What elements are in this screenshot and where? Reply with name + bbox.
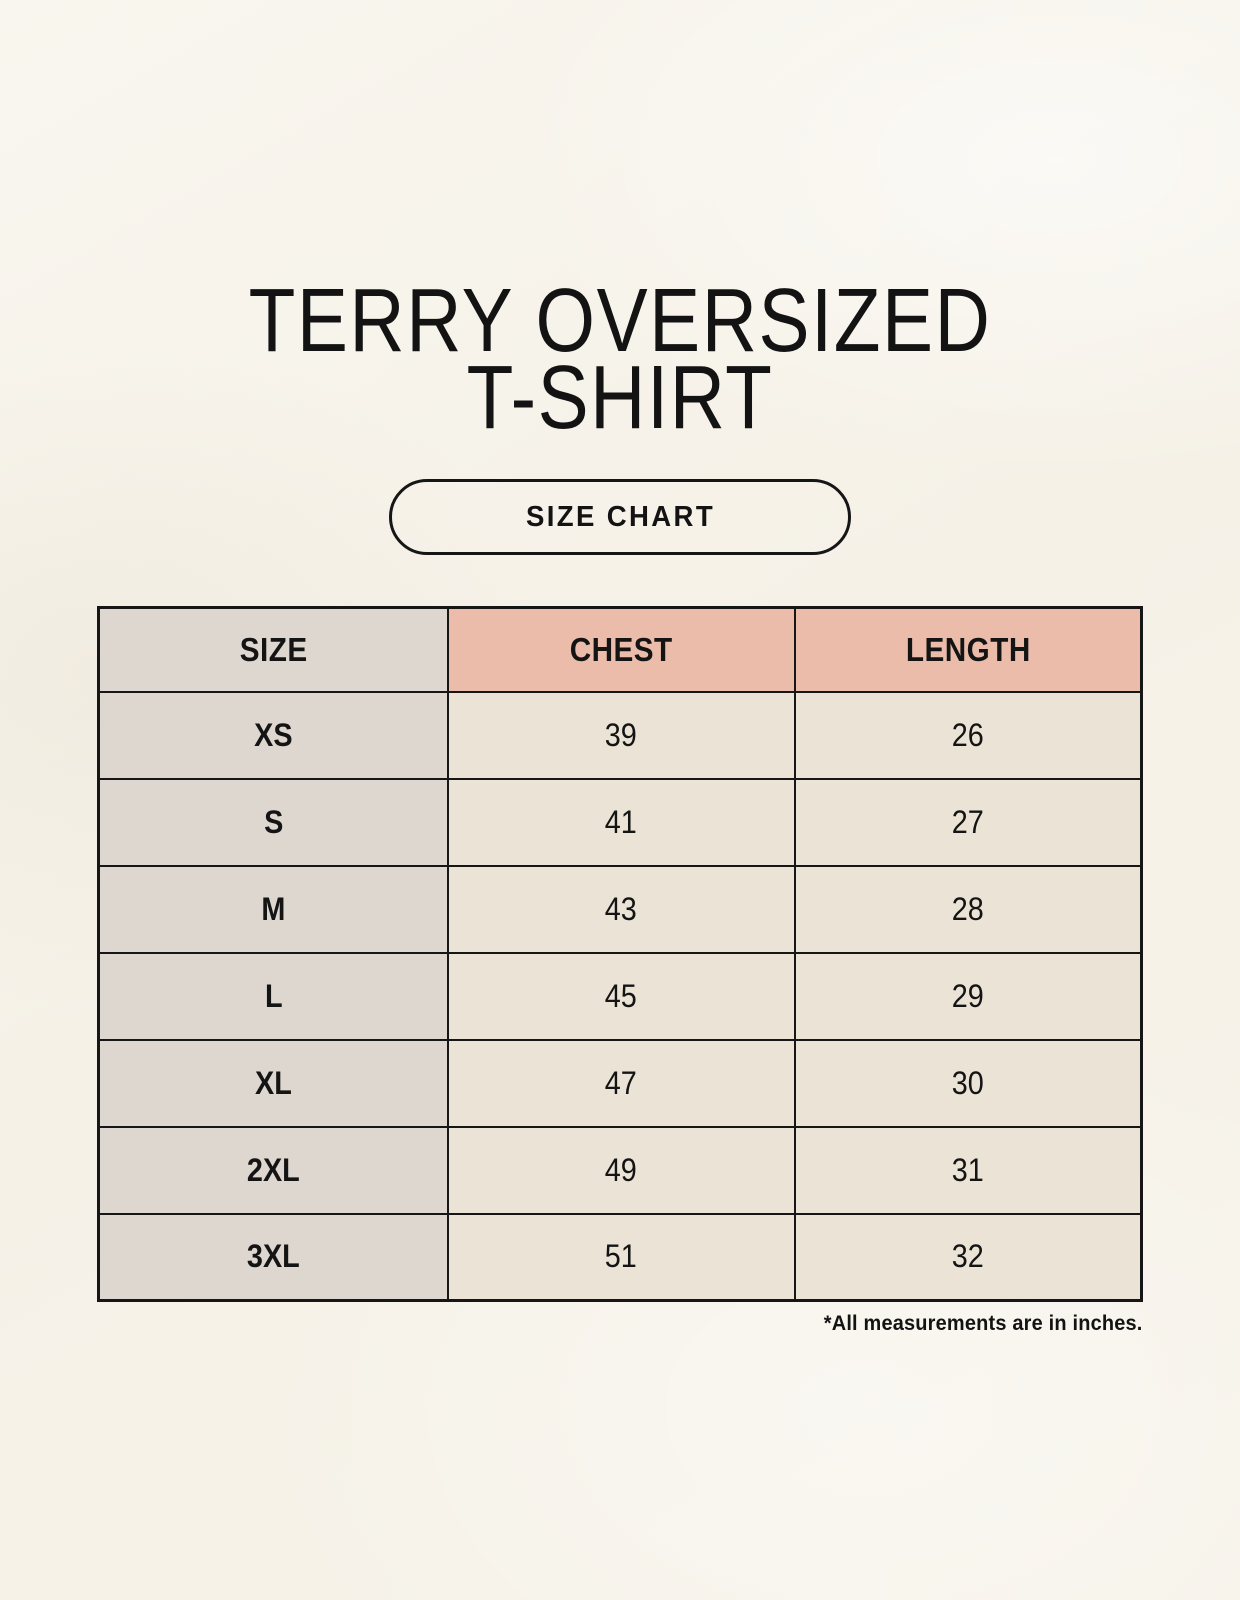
header-cell-size: SIZE <box>97 606 449 693</box>
chest-value: 41 <box>605 803 638 840</box>
cell-chest-xs: 39 <box>446 690 796 780</box>
length-value: 28 <box>951 890 984 927</box>
size-chart-table: SIZE CHEST LENGTH XS 39 26 S 41 27 M 43 … <box>97 606 1143 1302</box>
size-label: XS <box>254 716 293 753</box>
size-label: L <box>264 977 283 1014</box>
size-label: 3XL <box>247 1238 300 1275</box>
header-cell-length: LENGTH <box>793 606 1143 693</box>
header-label-size: SIZE <box>239 630 308 668</box>
cell-length-3xl: 32 <box>793 1212 1143 1302</box>
table-row: M 43 28 <box>97 864 1143 954</box>
table-row: 2XL 49 31 <box>97 1125 1143 1215</box>
cell-size-xl: XL <box>97 1038 449 1128</box>
length-value: 30 <box>951 1064 984 1101</box>
length-value: 29 <box>951 977 984 1014</box>
table-header-row: SIZE CHEST LENGTH <box>97 606 1143 693</box>
chest-value: 49 <box>605 1151 638 1188</box>
size-label: S <box>263 803 284 840</box>
cell-length-xl: 30 <box>793 1038 1143 1128</box>
measurements-footnote: *All measurements are in inches. <box>824 1312 1143 1335</box>
table-row: S 41 27 <box>97 777 1143 867</box>
size-chart-button[interactable]: SIZE CHART <box>389 479 851 555</box>
length-value: 26 <box>951 716 984 753</box>
cell-chest-m: 43 <box>446 864 796 954</box>
header-label-length: LENGTH <box>905 630 1031 668</box>
size-chart-button-label: SIZE CHART <box>525 500 715 533</box>
cell-chest-3xl: 51 <box>446 1212 796 1302</box>
length-value: 31 <box>951 1151 984 1188</box>
table-row: XL 47 30 <box>97 1038 1143 1128</box>
cell-size-xs: XS <box>97 690 449 780</box>
cell-size-3xl: 3XL <box>97 1212 449 1302</box>
cell-size-s: S <box>97 777 449 867</box>
length-value: 32 <box>951 1238 984 1275</box>
table-row: L 45 29 <box>97 951 1143 1041</box>
chest-value: 51 <box>605 1238 638 1275</box>
table-row: 3XL 51 32 <box>97 1212 1143 1302</box>
cell-chest-2xl: 49 <box>446 1125 796 1215</box>
chest-value: 39 <box>605 716 638 753</box>
chest-value: 47 <box>605 1064 638 1101</box>
size-label: M <box>261 890 286 927</box>
cell-length-m: 28 <box>793 864 1143 954</box>
title-line-2: T-SHIRT <box>466 347 774 448</box>
cell-chest-s: 41 <box>446 777 796 867</box>
header-label-chest: CHEST <box>569 630 673 668</box>
cell-chest-xl: 47 <box>446 1038 796 1128</box>
cell-length-xs: 26 <box>793 690 1143 780</box>
chest-value: 45 <box>605 977 638 1014</box>
size-label: 2XL <box>247 1151 300 1188</box>
header-cell-chest: CHEST <box>446 606 796 693</box>
cell-chest-l: 45 <box>446 951 796 1041</box>
cell-length-s: 27 <box>793 777 1143 867</box>
title-line-1: TERRY OVERSIZED <box>248 271 992 371</box>
size-label: XL <box>255 1064 292 1101</box>
table-row: XS 39 26 <box>97 690 1143 780</box>
chest-value: 43 <box>605 890 638 927</box>
cell-size-2xl: 2XL <box>97 1125 449 1215</box>
cell-size-l: L <box>97 951 449 1041</box>
page-title: TERRY OVERSIZED T-SHIRT <box>93 271 1147 448</box>
length-value: 27 <box>951 803 984 840</box>
cell-length-l: 29 <box>793 951 1143 1041</box>
cell-length-2xl: 31 <box>793 1125 1143 1215</box>
cell-size-m: M <box>97 864 449 954</box>
